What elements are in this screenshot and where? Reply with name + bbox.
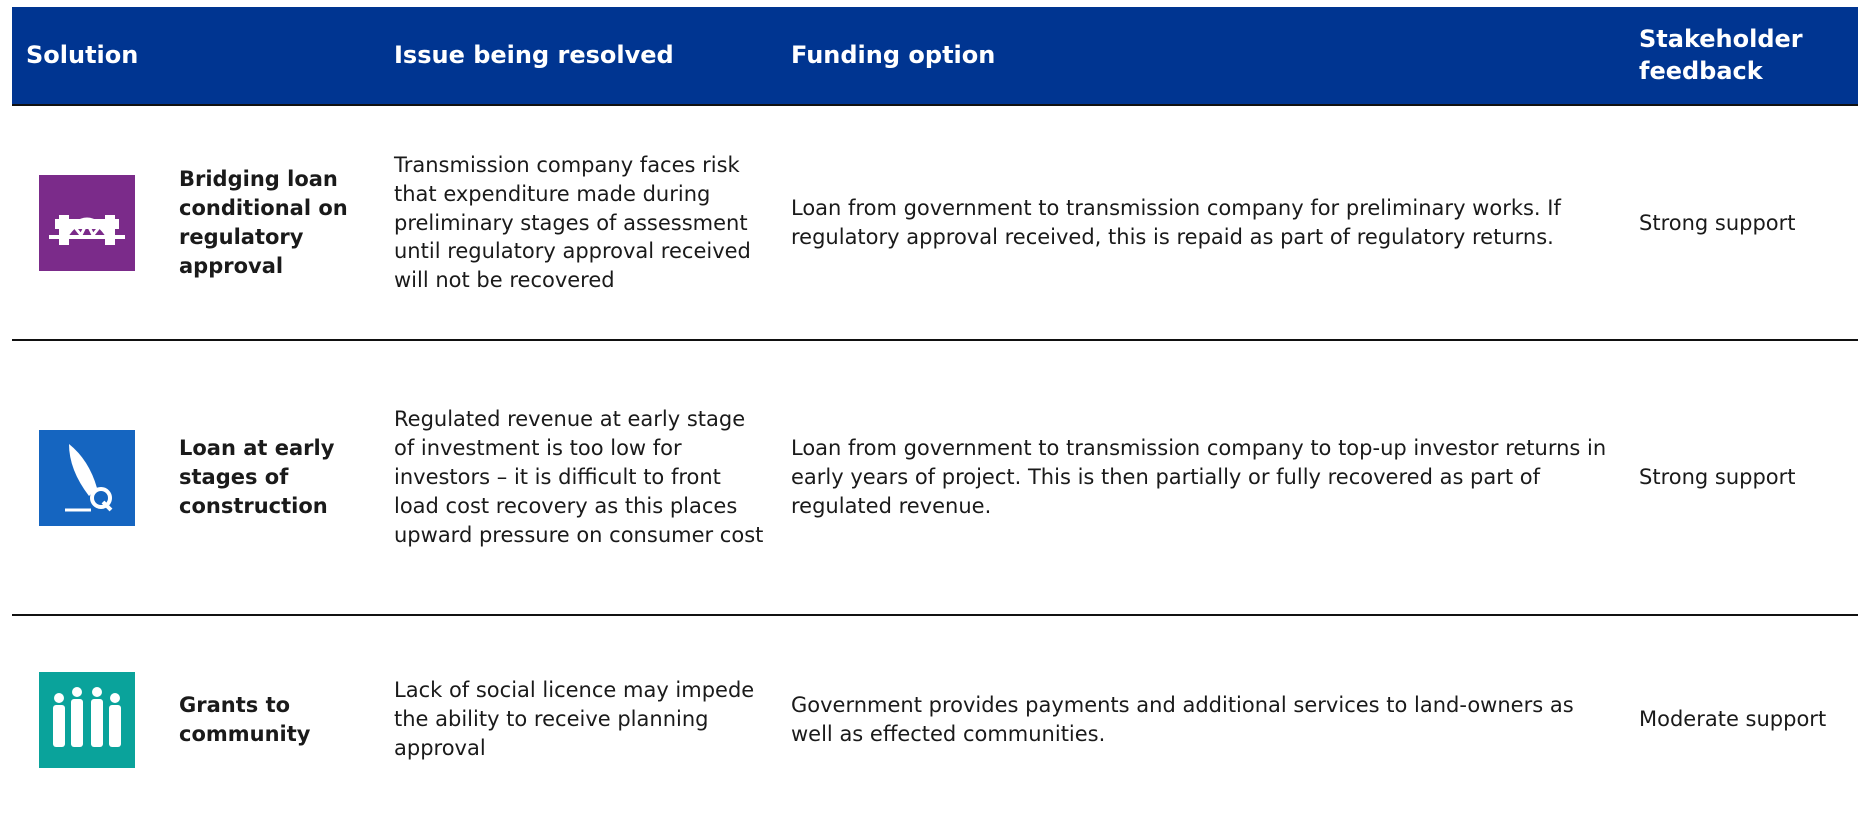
solution-name: Loan at early stages of construction (179, 436, 335, 518)
people-icon (39, 671, 135, 768)
feedback-text: Moderate support (1639, 707, 1827, 732)
column-header: Issue being resolved (394, 40, 674, 69)
issue-text: Regulated revenue at early stage of inve… (394, 407, 764, 547)
funding-text: Government provides payments and additio… (791, 692, 1574, 746)
feedback-text: Strong support (1639, 465, 1796, 490)
icon-cell (39, 106, 135, 340)
table-row: Bridging loan conditional on regulatory … (12, 106, 1858, 340)
solution-name: Grants to community (179, 692, 311, 746)
table-row: Grants to community Lack of social licen… (12, 616, 1858, 823)
column-header: Solution (26, 40, 139, 69)
issue-text: Transmission company faces risk that exp… (394, 152, 751, 293)
pen-icon (39, 429, 135, 526)
column-header: Stakeholder feedback (1639, 25, 1803, 85)
table-header: Solution Issue being resolved Funding op… (12, 7, 1858, 106)
column-header: Funding option (791, 40, 996, 69)
icon-cell (39, 616, 135, 823)
funding-text: Loan from government to transmission com… (791, 436, 1607, 518)
bridge-icon (39, 175, 135, 271)
row-separator (12, 614, 1858, 616)
solution-name: Bridging loan conditional on regulatory … (179, 167, 348, 278)
feedback-text: Strong support (1639, 210, 1796, 235)
icon-cell (39, 341, 135, 614)
row-separator (12, 339, 1858, 341)
funding-text: Loan from government to transmission com… (791, 196, 1561, 249)
table-row: Loan at early stages of construction Reg… (12, 341, 1858, 614)
issue-text: Lack of social licence may impede the ab… (394, 678, 755, 760)
